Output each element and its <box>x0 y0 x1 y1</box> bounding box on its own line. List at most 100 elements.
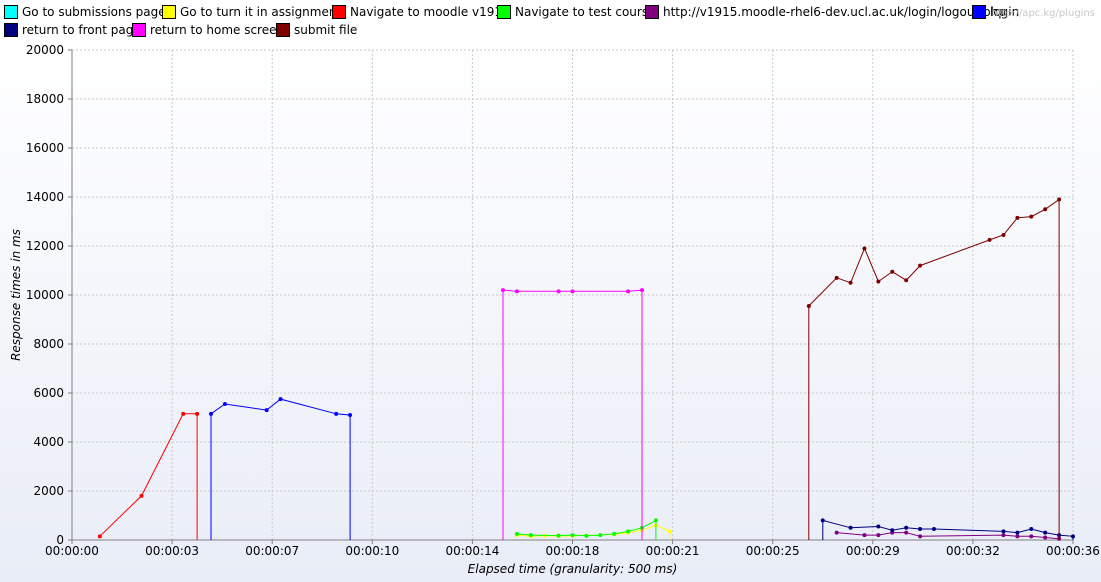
x-tick-label: 00:00:03 <box>145 544 199 558</box>
data-point <box>584 533 589 538</box>
legend-swatch <box>4 23 18 37</box>
data-point <box>1043 535 1048 540</box>
data-point <box>1029 214 1034 219</box>
y-tick-label: 16000 <box>26 141 64 155</box>
data-point <box>876 524 881 529</box>
x-tick-label: 00:00:21 <box>646 544 700 558</box>
legend-label: return to home screen <box>150 23 285 37</box>
legend-swatch <box>497 5 511 19</box>
legend-label: submit file <box>294 23 358 37</box>
data-point <box>556 533 561 538</box>
series-line <box>808 198 1060 540</box>
data-point <box>278 397 283 402</box>
data-point <box>97 534 102 539</box>
data-point <box>862 533 867 538</box>
data-point <box>876 279 881 284</box>
legend-label: return to front page <box>22 23 141 37</box>
x-tick-label: 00:00:25 <box>746 544 800 558</box>
data-point <box>209 411 214 416</box>
x-tick-label: 00:00:36 <box>1046 544 1100 558</box>
data-point <box>1029 526 1034 531</box>
data-point <box>653 518 658 523</box>
data-point <box>904 530 909 535</box>
data-point <box>918 526 923 531</box>
data-point <box>1015 530 1020 535</box>
legend-swatch <box>132 23 146 37</box>
data-point <box>1015 534 1020 539</box>
data-point <box>1071 534 1075 539</box>
data-point <box>918 534 923 539</box>
data-point <box>862 246 867 251</box>
data-point <box>626 289 631 294</box>
data-point <box>667 529 672 534</box>
data-point <box>195 411 200 416</box>
data-point <box>931 526 936 531</box>
data-point <box>834 530 839 535</box>
data-point <box>598 533 603 538</box>
data-point <box>1029 534 1034 539</box>
data-point <box>1043 530 1048 535</box>
x-tick-label: 00:00:07 <box>245 544 299 558</box>
data-point <box>1001 529 1006 534</box>
x-tick-label: 00:00:29 <box>846 544 900 558</box>
data-point <box>820 518 825 523</box>
data-point <box>806 304 811 309</box>
data-point <box>848 280 853 285</box>
data-point <box>890 269 895 274</box>
x-tick-label: 00:00:18 <box>546 544 600 558</box>
data-point <box>334 411 339 416</box>
x-tick-label: 00:00:32 <box>946 544 1000 558</box>
data-point <box>904 525 909 530</box>
legend-label: Navigate to moodle v1915 <box>350 5 510 19</box>
data-point <box>570 289 575 294</box>
data-point <box>848 525 853 530</box>
x-tick-label: 00:00:00 <box>45 544 99 558</box>
legend-label: Navigate to test course <box>515 5 656 19</box>
x-tick-label: 00:00:14 <box>445 544 499 558</box>
data-point <box>890 528 895 533</box>
legend-swatch <box>972 5 986 19</box>
data-point <box>528 533 533 538</box>
data-point <box>904 278 909 283</box>
data-point <box>918 263 923 268</box>
series-line <box>836 532 1060 540</box>
data-point <box>139 493 144 498</box>
data-point <box>612 531 617 536</box>
data-point <box>876 533 881 538</box>
legend-swatch <box>162 5 176 19</box>
y-tick-label: 2000 <box>33 484 64 498</box>
y-tick-label: 4000 <box>33 435 64 449</box>
legend-label: http://v1915.moodle-rhel6-dev.ucl.ac.uk/… <box>663 5 1006 19</box>
legend-label: login <box>990 5 1020 19</box>
x-axis-title: Elapsed time (granularity: 500 ms) <box>468 562 678 576</box>
data-point <box>626 529 631 534</box>
y-tick-label: 10000 <box>26 288 64 302</box>
y-tick-label: 6000 <box>33 386 64 400</box>
data-point <box>1057 197 1062 202</box>
series-line <box>516 524 671 540</box>
y-tick-label: 0 <box>56 533 64 547</box>
y-tick-label: 14000 <box>26 190 64 204</box>
data-point <box>1001 232 1006 237</box>
data-point <box>1015 215 1020 220</box>
data-point <box>570 533 575 538</box>
data-point <box>222 402 227 407</box>
y-axis-title: Response times in ms <box>9 229 23 361</box>
data-point <box>987 237 992 242</box>
legend-swatch <box>276 23 290 37</box>
legend-label: Go to turn it in assignment <box>180 5 342 19</box>
data-point <box>348 413 353 418</box>
data-point <box>1043 207 1048 212</box>
data-point <box>834 275 839 280</box>
legend-swatch <box>332 5 346 19</box>
data-point <box>1001 533 1006 538</box>
data-point <box>500 288 505 293</box>
data-point <box>514 289 519 294</box>
legend-label: Go to submissions page <box>22 5 166 19</box>
series-line <box>99 413 198 540</box>
data-point <box>264 408 269 413</box>
data-point <box>640 288 645 293</box>
data-point <box>556 289 561 294</box>
